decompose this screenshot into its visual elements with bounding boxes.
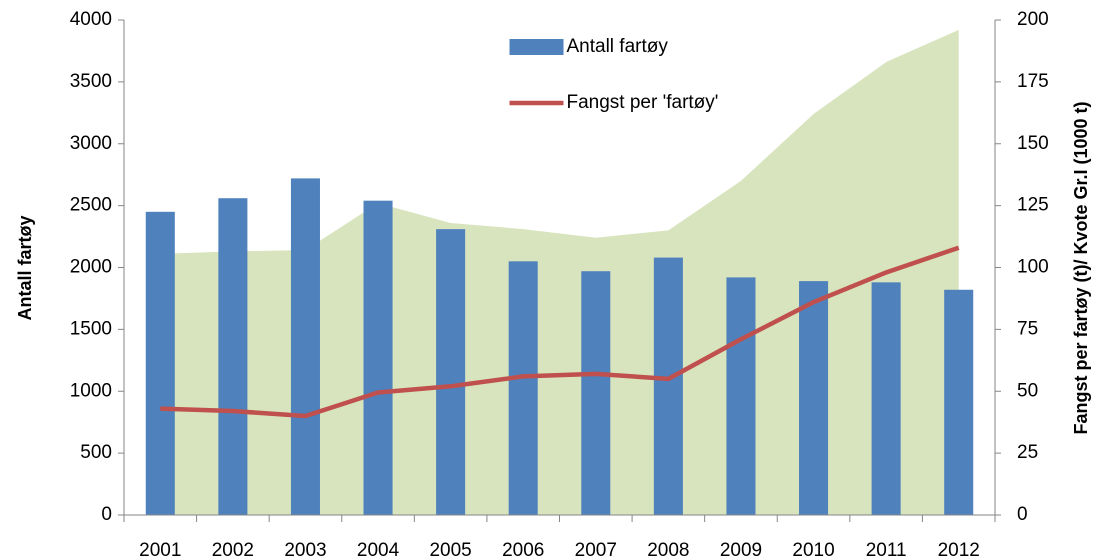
x-tick-label: 2001 — [139, 540, 181, 560]
y-tick-label: 1000 — [70, 380, 112, 401]
x-tick-label: 2007 — [575, 540, 617, 560]
y-tick-label: 1500 — [70, 318, 112, 339]
bar — [363, 200, 393, 516]
bar — [581, 271, 611, 515]
x-tick-label: 2005 — [429, 540, 471, 560]
bar — [145, 211, 175, 515]
y-tick-label: 3000 — [70, 133, 112, 154]
legend-label: Fangst per 'fartøy' — [567, 92, 719, 113]
x-tick-label: 2010 — [792, 540, 834, 560]
x-tick-label: 2004 — [357, 540, 400, 560]
bar — [799, 281, 829, 515]
bar — [290, 178, 320, 515]
y-tick-label: 0 — [101, 504, 112, 525]
line — [160, 245, 960, 419]
bar — [218, 198, 248, 515]
y-axis-title: Antall fartøy — [15, 215, 35, 320]
y2-tick-label: 200 — [1017, 9, 1049, 30]
y2-axis-title: Fangst per fartøy (t)/ Kvote Gr.I (1000 … — [1071, 101, 1091, 434]
y-tick-label: 3500 — [70, 71, 112, 92]
bar — [653, 257, 683, 515]
y2-tick-label: 150 — [1017, 133, 1049, 154]
bar — [871, 282, 901, 515]
x-tick-label: 2002 — [212, 540, 254, 560]
x-tick-label: 2011 — [866, 540, 907, 560]
x-tick-label: 2012 — [938, 540, 980, 560]
y2-tick-label: 0 — [1017, 504, 1028, 525]
x-tick-label: 2006 — [502, 540, 544, 560]
bar — [436, 229, 466, 515]
bar — [508, 261, 538, 515]
x-tick-label: 2008 — [647, 540, 689, 560]
y2-tick-label: 100 — [1017, 257, 1049, 278]
x-tick-label: 2003 — [284, 540, 326, 560]
legend-swatch — [509, 39, 564, 55]
area — [160, 29, 959, 516]
bar — [944, 289, 974, 515]
bar — [726, 277, 756, 515]
y2-tick-label: 125 — [1017, 195, 1049, 216]
x-tick-label: 2009 — [720, 540, 762, 560]
y2-tick-label: 175 — [1017, 71, 1049, 92]
y2-tick-label: 25 — [1017, 442, 1038, 463]
y-tick-label: 4000 — [70, 9, 112, 30]
y-tick-label: 2000 — [70, 257, 112, 278]
y-tick-label: 500 — [80, 442, 112, 463]
y2-tick-label: 50 — [1017, 380, 1038, 401]
y-tick-label: 2500 — [70, 195, 112, 216]
y2-tick-label: 75 — [1017, 318, 1038, 339]
legend-label: Antall fartøy — [567, 36, 669, 57]
